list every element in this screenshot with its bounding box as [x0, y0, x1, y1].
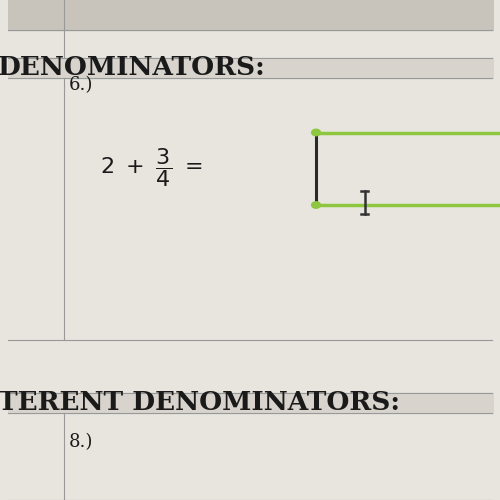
Ellipse shape — [312, 129, 320, 136]
Text: $\mathregular{2\ +\ \dfrac{3}{4}\ =}$: $\mathregular{2\ +\ \dfrac{3}{4}\ =}$ — [100, 146, 202, 189]
Text: DENOMINATORS:: DENOMINATORS: — [0, 55, 266, 80]
Text: TERENT DENOMINATORS:: TERENT DENOMINATORS: — [0, 390, 400, 415]
Text: 8.): 8.) — [68, 434, 93, 452]
Text: 6.): 6.) — [68, 76, 93, 94]
Ellipse shape — [312, 202, 320, 208]
